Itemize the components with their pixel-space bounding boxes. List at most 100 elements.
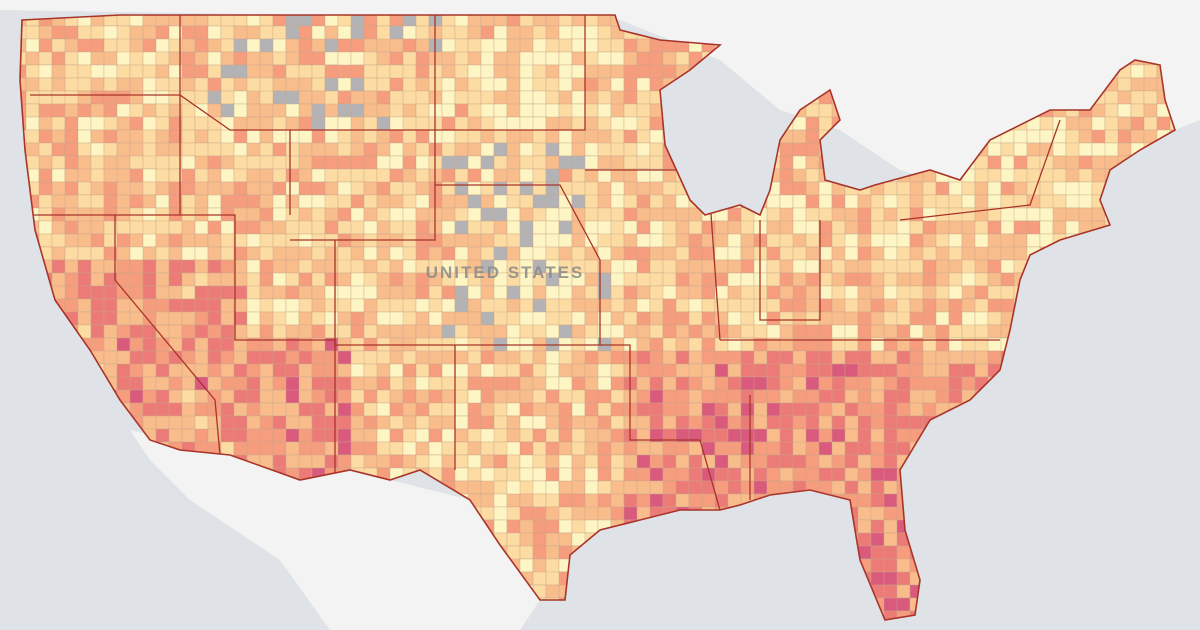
- county: [766, 207, 781, 222]
- county: [1169, 220, 1175, 235]
- county: [909, 493, 924, 508]
- county: [623, 142, 638, 157]
- county: [727, 220, 742, 235]
- county: [415, 350, 430, 365]
- county: [363, 168, 378, 183]
- county: [688, 480, 703, 495]
- county: [129, 25, 144, 40]
- county: [1026, 480, 1041, 508]
- county: [363, 454, 378, 469]
- county: [38, 571, 53, 586]
- county: [883, 415, 898, 430]
- county: [51, 415, 66, 430]
- county: [467, 181, 482, 196]
- county: [129, 584, 144, 599]
- county: [675, 571, 690, 586]
- county: [519, 493, 534, 508]
- county: [285, 610, 300, 620]
- county: [1052, 298, 1067, 313]
- county: [818, 519, 833, 534]
- county: [116, 571, 131, 586]
- county: [480, 480, 495, 495]
- county: [1104, 415, 1119, 443]
- county: [545, 181, 560, 196]
- county: [1143, 207, 1158, 235]
- county: [1104, 441, 1119, 456]
- county: [714, 129, 729, 144]
- county: [298, 246, 313, 261]
- county: [259, 584, 274, 599]
- county: [493, 116, 508, 131]
- county: [25, 454, 53, 482]
- county: [701, 272, 716, 287]
- county: [1104, 597, 1119, 620]
- county: [1104, 181, 1119, 196]
- county: [506, 168, 521, 183]
- county: [1065, 558, 1080, 586]
- county: [1183, 156, 1196, 169]
- county: [1169, 259, 1175, 274]
- county: [1078, 558, 1093, 573]
- county: [1169, 571, 1175, 586]
- county: [337, 142, 352, 157]
- county: [311, 311, 326, 326]
- county: [143, 624, 156, 630]
- county: [363, 129, 378, 144]
- county: [64, 142, 79, 157]
- county: [298, 298, 313, 313]
- county: [20, 168, 27, 183]
- county: [142, 233, 157, 248]
- county: [766, 155, 781, 170]
- county: [688, 597, 703, 612]
- county: [376, 103, 391, 118]
- county: [506, 207, 521, 222]
- county: [532, 103, 547, 118]
- county: [857, 389, 872, 404]
- county: [1156, 142, 1171, 157]
- county: [363, 155, 378, 170]
- county: [987, 142, 1002, 157]
- county: [1052, 519, 1067, 534]
- county: [1026, 584, 1041, 599]
- county: [636, 480, 651, 495]
- county: [636, 363, 651, 378]
- county: [298, 454, 313, 469]
- county: [597, 519, 612, 547]
- county: [20, 532, 27, 547]
- county: [129, 532, 144, 547]
- county: [363, 350, 378, 365]
- county: [896, 233, 911, 248]
- county: [324, 51, 339, 66]
- county: [467, 402, 482, 417]
- county: [324, 64, 339, 79]
- county: [1130, 285, 1145, 313]
- county: [78, 624, 91, 630]
- county: [701, 103, 716, 118]
- county: [20, 480, 40, 495]
- county: [805, 454, 820, 469]
- county: [363, 428, 378, 443]
- county: [103, 428, 118, 443]
- county: [1065, 519, 1080, 534]
- county: [545, 428, 560, 443]
- county: [870, 285, 885, 300]
- county: [20, 90, 27, 105]
- county: [129, 233, 144, 248]
- county: [1196, 585, 1200, 598]
- county: [480, 441, 495, 456]
- county: [38, 441, 66, 456]
- county: [51, 220, 66, 235]
- county: [64, 376, 92, 391]
- county: [844, 233, 859, 248]
- county: [441, 298, 456, 313]
- county: [337, 272, 352, 287]
- county: [1104, 259, 1119, 274]
- county: [20, 493, 27, 508]
- county: [168, 363, 183, 378]
- county: [350, 38, 365, 53]
- county: [870, 311, 885, 326]
- county: [285, 454, 300, 469]
- county: [935, 415, 950, 430]
- county: [207, 285, 222, 300]
- county: [1026, 428, 1041, 456]
